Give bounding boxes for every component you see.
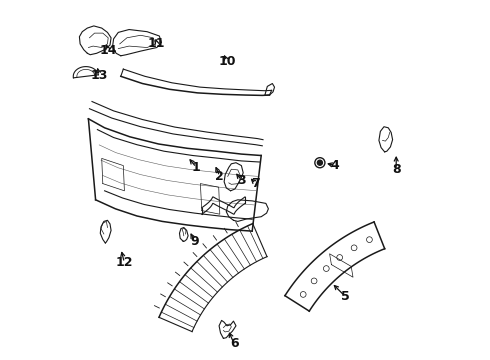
Text: 2: 2: [216, 170, 224, 183]
Text: 9: 9: [190, 235, 199, 248]
Text: 1: 1: [192, 161, 201, 174]
Text: 5: 5: [342, 291, 350, 303]
Text: 14: 14: [99, 44, 117, 57]
Text: 13: 13: [91, 69, 108, 82]
Text: 3: 3: [237, 174, 245, 186]
Text: 10: 10: [218, 55, 236, 68]
Text: 6: 6: [230, 337, 239, 350]
Text: 4: 4: [331, 159, 340, 172]
Text: 7: 7: [251, 177, 260, 190]
Text: 11: 11: [148, 37, 166, 50]
Text: 8: 8: [392, 163, 400, 176]
Text: 12: 12: [116, 256, 133, 269]
Circle shape: [318, 160, 322, 165]
